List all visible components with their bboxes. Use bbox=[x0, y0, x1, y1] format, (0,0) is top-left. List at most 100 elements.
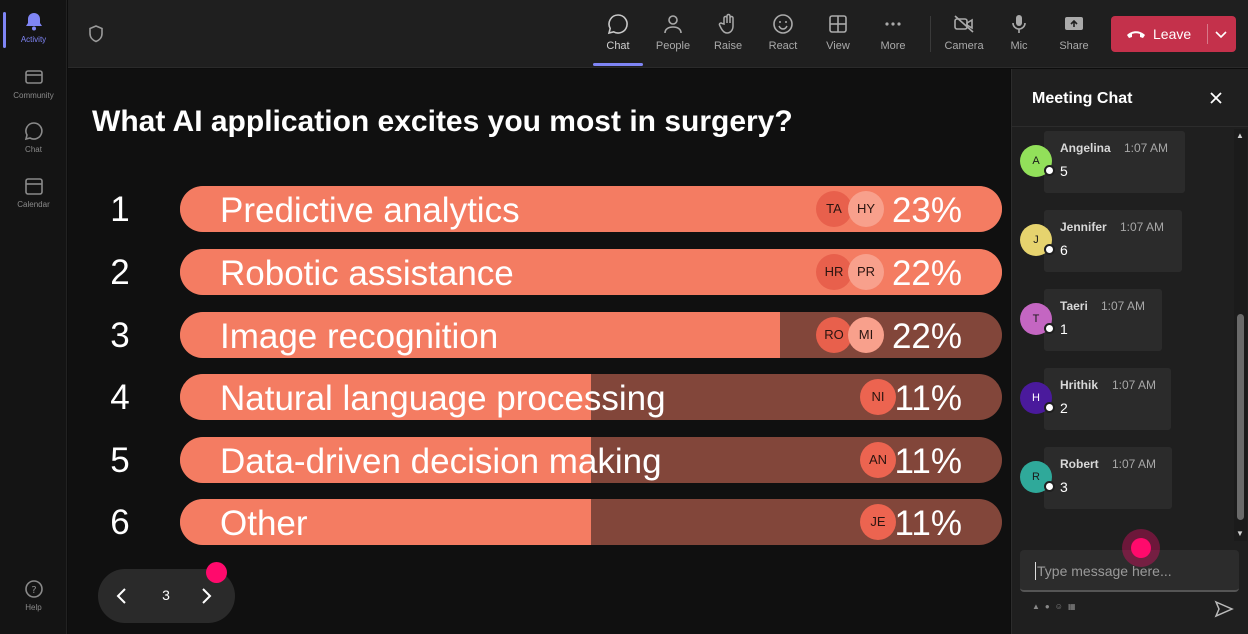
format-toolbar: ▲●☺▦ bbox=[1032, 602, 1081, 611]
avatar-initial: T bbox=[1032, 313, 1040, 325]
chat-message[interactable]: Hrithik 1:07 AM 2 bbox=[1044, 368, 1171, 430]
voter-avatar: HR bbox=[816, 254, 852, 290]
option-fill bbox=[180, 374, 591, 420]
attach-icon[interactable]: ● bbox=[1044, 602, 1055, 611]
format-icon[interactable]: ▲ bbox=[1032, 602, 1045, 611]
option-label: Natural language processing bbox=[220, 379, 666, 418]
chat-message[interactable]: Taeri 1:07 AM 1 bbox=[1044, 289, 1162, 351]
chat-header: Meeting Chat bbox=[1012, 69, 1248, 127]
view-button[interactable]: View bbox=[812, 10, 864, 60]
option-label: Robotic assistance bbox=[220, 254, 514, 293]
option-percent: 11% bbox=[894, 442, 962, 481]
chat-bubble-icon bbox=[607, 14, 628, 35]
chevron-right-icon[interactable] bbox=[196, 585, 216, 607]
mic-button[interactable]: Mic bbox=[993, 10, 1045, 60]
close-icon[interactable] bbox=[1208, 90, 1224, 106]
message-text: 5 bbox=[1060, 163, 1068, 179]
chat-message[interactable]: Robert 1:07 AM 3 bbox=[1044, 447, 1172, 509]
voter-avatar: JE bbox=[860, 504, 896, 540]
option-fill bbox=[180, 437, 591, 483]
ellipsis-icon bbox=[885, 22, 901, 26]
gif-icon[interactable]: ▦ bbox=[1067, 602, 1081, 611]
poll-option-bar: Natural language processing 11% NI bbox=[180, 374, 1002, 420]
rail-item-help[interactable]: ? Help bbox=[0, 578, 67, 612]
people-button[interactable]: People bbox=[647, 10, 699, 60]
message-text: 3 bbox=[1060, 479, 1068, 495]
smile-icon bbox=[773, 14, 793, 34]
more-button[interactable]: More bbox=[867, 10, 919, 60]
option-percent: 22% bbox=[891, 317, 962, 356]
leave-button[interactable]: Leave bbox=[1111, 16, 1236, 52]
voter-avatar: AN bbox=[860, 442, 896, 478]
rail-item-calendar[interactable]: Calendar bbox=[0, 175, 67, 209]
toolbar-label: Camera bbox=[944, 40, 984, 52]
react-button[interactable]: React bbox=[757, 10, 809, 60]
poll-option-bar: Robotic assistance 22% HR PR bbox=[180, 249, 1002, 295]
option-label: Data-driven decision making bbox=[220, 442, 662, 481]
chat-message[interactable]: Angelina 1:07 AM 5 bbox=[1044, 131, 1185, 193]
sender-avatar[interactable]: T bbox=[1020, 303, 1055, 335]
rail-item-label: Chat bbox=[25, 145, 42, 154]
rail-item-community[interactable]: Community bbox=[0, 66, 67, 100]
message-input[interactable]: Type message here... bbox=[1020, 550, 1239, 592]
camera-button[interactable]: Camera bbox=[938, 10, 990, 60]
scroll-up-icon[interactable]: ▲ bbox=[1236, 131, 1244, 140]
voter-avatar: HY bbox=[848, 191, 884, 227]
sender-avatar[interactable]: J bbox=[1020, 224, 1055, 256]
share-button[interactable]: Share bbox=[1048, 10, 1100, 60]
scroll-down-icon[interactable]: ▼ bbox=[1236, 529, 1244, 538]
option-percent: 11% bbox=[894, 379, 962, 418]
sender-name: Jennifer bbox=[1060, 220, 1107, 234]
send-icon[interactable] bbox=[1214, 599, 1234, 619]
message-text: 2 bbox=[1060, 400, 1068, 416]
option-number: 6 bbox=[110, 503, 130, 542]
emoji-icon[interactable]: ☺ bbox=[1054, 602, 1068, 611]
page-number: 3 bbox=[162, 587, 170, 603]
sender-avatar[interactable]: A bbox=[1020, 145, 1055, 177]
mic-icon bbox=[1012, 15, 1026, 33]
raise-hand-button[interactable]: Raise bbox=[702, 10, 754, 60]
avatar-initial: R bbox=[1032, 471, 1040, 483]
rail-item-chat[interactable]: Chat bbox=[0, 120, 67, 154]
chat-title: Meeting Chat bbox=[1032, 90, 1133, 107]
chat-message[interactable]: Jennifer 1:07 AM 6 bbox=[1044, 210, 1182, 272]
svg-text:?: ? bbox=[31, 585, 36, 596]
chat-scrollbar[interactable]: ▲ ▼ bbox=[1234, 129, 1247, 541]
rail-item-activity[interactable]: Activity bbox=[0, 10, 67, 48]
voter-avatar: TA bbox=[816, 191, 852, 227]
toolbar-label: People bbox=[655, 40, 691, 52]
chevron-down-icon[interactable] bbox=[1213, 26, 1229, 42]
avatar-initial: J bbox=[1033, 234, 1039, 246]
shield-icon[interactable] bbox=[86, 24, 106, 44]
people-icon bbox=[664, 15, 682, 34]
presence-indicator bbox=[1044, 323, 1055, 334]
hand-icon bbox=[718, 13, 734, 34]
option-number: 2 bbox=[110, 253, 130, 292]
share-icon bbox=[1065, 17, 1083, 30]
chat-icon bbox=[24, 122, 43, 141]
toolbar-label: More bbox=[880, 40, 906, 52]
option-label: Other bbox=[220, 504, 308, 543]
sender-avatar[interactable]: R bbox=[1020, 461, 1055, 493]
voter-avatar: NI bbox=[860, 379, 896, 415]
voter-avatar: PR bbox=[848, 254, 884, 290]
message-time: 1:07 AM bbox=[1112, 457, 1157, 471]
scroll-thumb[interactable] bbox=[1237, 314, 1244, 520]
chat-button[interactable]: Chat bbox=[592, 10, 644, 66]
sender-name: Taeri bbox=[1060, 299, 1088, 313]
toolbar-label: Chat bbox=[606, 40, 630, 52]
help-icon: ? bbox=[24, 580, 43, 598]
message-time: 1:07 AM bbox=[1124, 141, 1169, 155]
grid-icon bbox=[829, 15, 847, 33]
meeting-toolbar: Chat People Raise React View More Camera… bbox=[68, 0, 1248, 68]
sender-avatar[interactable]: H bbox=[1020, 382, 1055, 414]
message-text: 6 bbox=[1060, 242, 1068, 258]
community-icon bbox=[24, 70, 43, 84]
sender-name: Robert bbox=[1060, 457, 1099, 471]
pointer-dot bbox=[1131, 538, 1151, 558]
calendar-icon bbox=[24, 178, 43, 195]
chevron-left-icon[interactable] bbox=[112, 585, 132, 607]
hang-up-icon bbox=[1127, 31, 1145, 38]
pointer-dot bbox=[206, 562, 227, 583]
leave-divider bbox=[1207, 24, 1208, 44]
